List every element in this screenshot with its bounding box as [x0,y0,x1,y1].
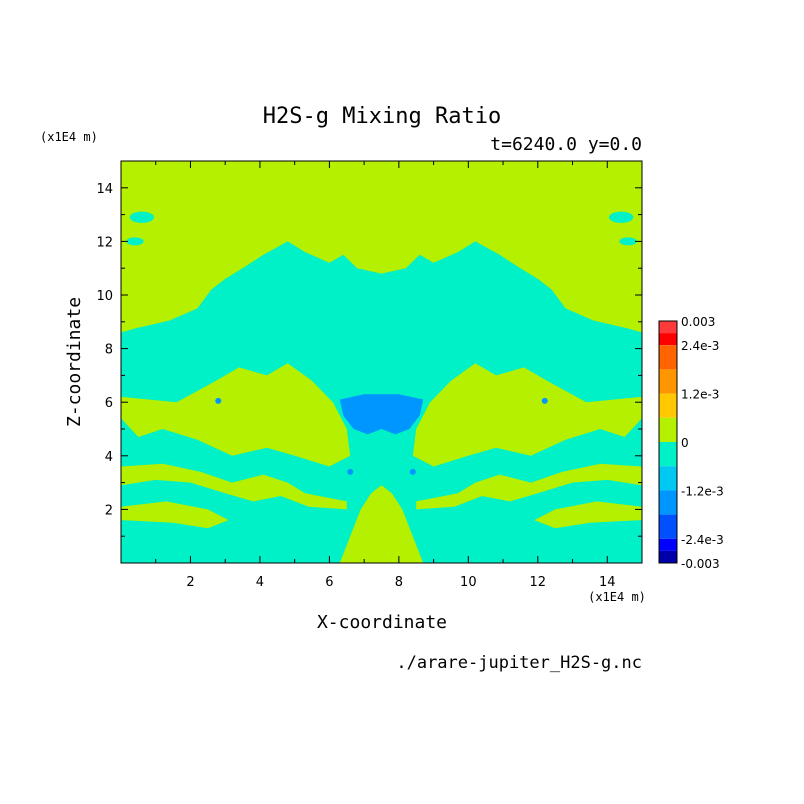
x-tick-label: 14 [599,575,616,590]
plot-area [120,160,643,564]
y-tick-label: 4 [105,450,113,465]
chart-title: H2S-g Mixing Ratio [263,104,501,129]
source-file-label: ./arare-jupiter_H2S-g.nc [396,653,642,673]
y-tick-label: 2 [105,503,113,518]
colorbar-label: 1.2e-3 [681,388,719,402]
field-negative-island [126,237,144,246]
field-negative-island [129,211,154,223]
field-negative-island [440,278,455,285]
field-negative-island [609,211,634,223]
colorbar-label: -0.003 [681,557,720,571]
field-positive-streak-right-low [534,501,642,529]
y-axis-label: Z-coordinate [64,297,85,427]
x-axis-label: X-coordinate [317,612,447,633]
colorbar-label: -2.4e-3 [681,533,724,547]
field-positive-streak-left [121,463,347,510]
field-negative-island [371,279,392,290]
field-negative-speck [541,397,548,404]
colorbar-band [659,417,677,442]
colorbar-band [659,345,677,370]
field-negative-island [308,278,323,285]
chart-subtitle: t=6240.0 y=0.0 [490,134,642,155]
field-positive-tongue-right [412,363,642,467]
x-axis-unit: (x1E4 m) [588,590,646,604]
field-negative-speck [215,397,222,404]
x-tick-label: 4 [256,575,264,590]
colorbar-band [659,442,677,467]
colorbar-band [659,393,677,418]
field-negative-central-lens [339,394,424,435]
field-negative-speck [347,468,354,475]
y-axis-ticks: 2 4 6 8 10 12 14 [96,182,642,537]
y-tick-label: 10 [96,289,113,304]
field-positive-streak-left-low [121,501,229,529]
x-tick-label: 6 [325,575,333,590]
x-axis-ticks: 2 4 6 8 10 12 14 [155,161,616,590]
y-tick-label: 14 [96,182,113,197]
x-tick-label: 10 [460,575,477,590]
colorbar-band [659,466,677,491]
x-tick-label: 12 [530,575,547,590]
colorbar-band [659,514,677,539]
colorbar-band [659,490,677,515]
field-negative-speck [409,468,416,475]
colorbar-band [659,550,677,563]
colorbar: 0.003 2.4e-3 1.2e-3 0 -1.2e-3 -2.4e-3 -0.003 [658,315,724,571]
field-negative-island [619,237,637,246]
colorbar-band [659,369,677,394]
x-tick-label: 8 [395,575,403,590]
colorbar-band [659,321,677,334]
field-positive-tongue-left [121,363,351,467]
y-tick-label: 12 [96,235,113,250]
colorbar-label: 0 [681,436,689,450]
y-axis-unit: (x1E4 m) [40,130,98,144]
colorbar-label: 2.4e-3 [681,339,719,353]
y-tick-label: 6 [105,396,113,411]
colorbar-band [659,538,677,551]
x-tick-label: 2 [186,575,194,590]
y-tick-label: 8 [105,343,113,358]
field-contours [121,211,642,563]
colorbar-label: 0.003 [681,315,715,329]
plot-frame [120,160,643,564]
colorbar-frame [658,320,678,564]
colorbar-label: -1.2e-3 [681,484,724,498]
field-positive-central-plume [339,485,424,563]
field-positive-streak-right [416,463,642,510]
colorbar-band [659,333,677,346]
